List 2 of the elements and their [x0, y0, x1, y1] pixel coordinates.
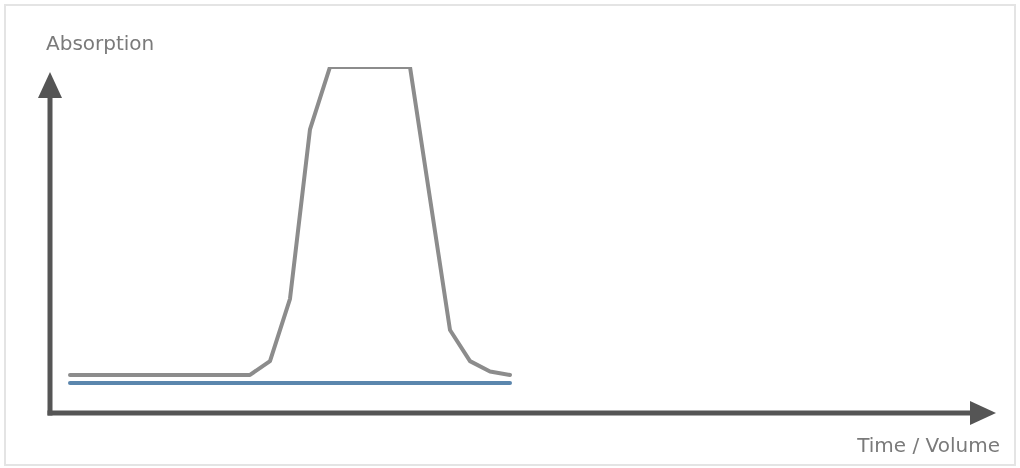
y-axis-title: Absorption [46, 31, 155, 55]
x-axis-title: Time / Volume [856, 433, 1000, 457]
